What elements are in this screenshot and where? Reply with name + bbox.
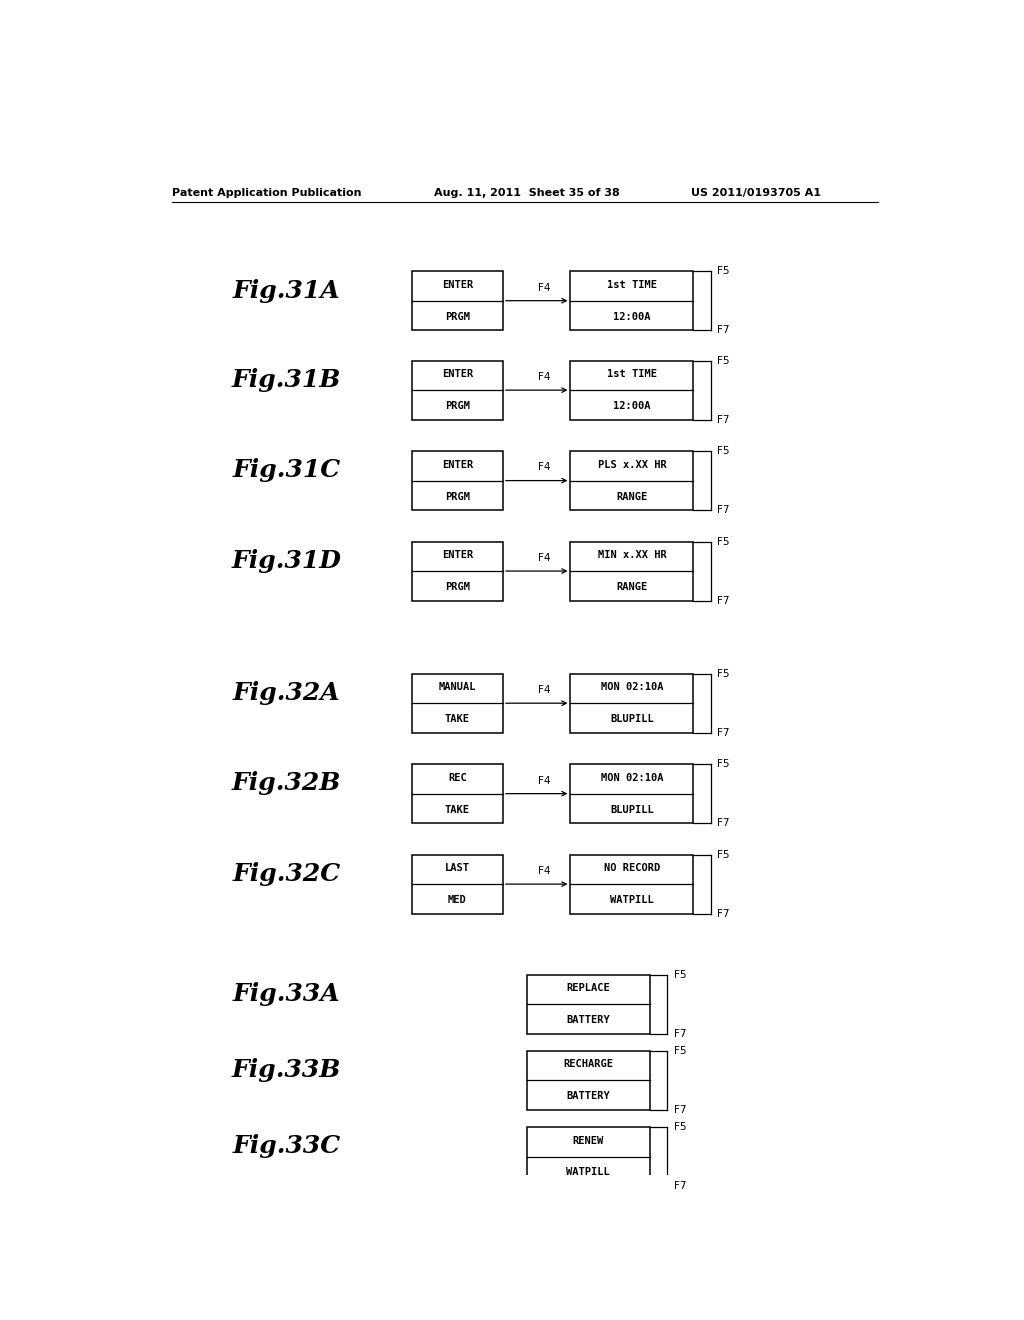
Text: PRGM: PRGM <box>444 582 470 591</box>
Text: 12:00A: 12:00A <box>613 401 650 411</box>
Text: RANGE: RANGE <box>616 582 647 591</box>
Text: F4: F4 <box>539 553 551 562</box>
Text: MIN x.XX HR: MIN x.XX HR <box>598 550 667 560</box>
Text: F5: F5 <box>717 669 730 678</box>
Text: F7: F7 <box>674 1028 686 1039</box>
Bar <box>526 1127 650 1185</box>
Text: F7: F7 <box>717 325 730 335</box>
Text: PLS x.XX HR: PLS x.XX HR <box>598 459 667 470</box>
Text: F5: F5 <box>674 1045 686 1056</box>
Text: F7: F7 <box>717 727 730 738</box>
Bar <box>412 271 503 330</box>
Text: ENTER: ENTER <box>441 370 473 379</box>
Text: F4: F4 <box>539 685 551 696</box>
Text: F7: F7 <box>717 414 730 425</box>
Text: 1st TIME: 1st TIME <box>607 280 657 290</box>
Bar <box>412 360 503 420</box>
Bar <box>412 673 503 733</box>
Text: F5: F5 <box>674 970 686 979</box>
Text: F4: F4 <box>539 372 551 381</box>
Text: F7: F7 <box>717 908 730 919</box>
Text: F5: F5 <box>717 355 730 366</box>
Text: NO RECORD: NO RECORD <box>604 863 660 874</box>
Bar <box>412 854 503 913</box>
Bar <box>570 541 693 601</box>
Bar <box>570 271 693 330</box>
Text: MANUAL: MANUAL <box>438 682 476 692</box>
Text: REPLACE: REPLACE <box>566 983 610 993</box>
Text: MED: MED <box>447 895 467 906</box>
Text: Fig.31D: Fig.31D <box>231 549 342 573</box>
Text: F5: F5 <box>717 267 730 276</box>
Bar <box>412 764 503 824</box>
Text: F4: F4 <box>539 462 551 473</box>
Text: WATPILL: WATPILL <box>610 895 653 906</box>
Bar <box>526 1051 650 1110</box>
Text: RANGE: RANGE <box>616 491 647 502</box>
Text: F4: F4 <box>539 282 551 293</box>
Text: F5: F5 <box>717 759 730 770</box>
Text: F7: F7 <box>674 1105 686 1115</box>
Text: F7: F7 <box>717 506 730 515</box>
Text: RENEW: RENEW <box>572 1135 604 1146</box>
Text: MON 02:10A: MON 02:10A <box>601 682 664 692</box>
Bar <box>570 764 693 824</box>
Text: F5: F5 <box>717 537 730 546</box>
Text: 1st TIME: 1st TIME <box>607 370 657 379</box>
Text: Fig.31C: Fig.31C <box>232 458 341 482</box>
Text: 12:00A: 12:00A <box>613 312 650 322</box>
Text: Fig.33B: Fig.33B <box>232 1059 341 1082</box>
Text: Fig.33C: Fig.33C <box>232 1134 341 1159</box>
Bar <box>570 854 693 913</box>
Text: Aug. 11, 2011  Sheet 35 of 38: Aug. 11, 2011 Sheet 35 of 38 <box>433 187 620 198</box>
Text: LAST: LAST <box>444 863 470 874</box>
Text: BATTERY: BATTERY <box>566 1015 610 1024</box>
Text: BATTERY: BATTERY <box>566 1092 610 1101</box>
Bar <box>570 451 693 510</box>
Text: ENTER: ENTER <box>441 459 473 470</box>
Bar <box>570 673 693 733</box>
Text: TAKE: TAKE <box>444 805 470 814</box>
Text: WATPILL: WATPILL <box>566 1167 610 1177</box>
Text: PRGM: PRGM <box>444 491 470 502</box>
Bar <box>412 541 503 601</box>
Text: TAKE: TAKE <box>444 714 470 725</box>
Text: PRGM: PRGM <box>444 312 470 322</box>
Text: RECHARGE: RECHARGE <box>563 1060 613 1069</box>
Text: BLUPILL: BLUPILL <box>610 805 653 814</box>
Bar <box>412 451 503 510</box>
Text: Fig.31A: Fig.31A <box>232 279 341 302</box>
Text: F5: F5 <box>717 446 730 457</box>
Text: F7: F7 <box>674 1181 686 1191</box>
Text: US 2011/0193705 A1: US 2011/0193705 A1 <box>691 187 821 198</box>
Text: ENTER: ENTER <box>441 550 473 560</box>
Text: Fig.32A: Fig.32A <box>232 681 341 705</box>
Text: Fig.32C: Fig.32C <box>232 862 341 886</box>
Text: F7: F7 <box>717 818 730 828</box>
Text: F4: F4 <box>539 776 551 785</box>
Text: ENTER: ENTER <box>441 280 473 290</box>
Text: Fig.32B: Fig.32B <box>232 771 341 796</box>
Text: F5: F5 <box>674 1122 686 1133</box>
Text: F4: F4 <box>539 866 551 876</box>
Text: MON 02:10A: MON 02:10A <box>601 772 664 783</box>
Text: Fig.31B: Fig.31B <box>232 368 341 392</box>
Text: Fig.33A: Fig.33A <box>232 982 341 1006</box>
Text: PRGM: PRGM <box>444 401 470 411</box>
Text: F7: F7 <box>717 595 730 606</box>
Text: Patent Application Publication: Patent Application Publication <box>172 187 361 198</box>
Text: F5: F5 <box>717 850 730 859</box>
Bar <box>526 974 650 1034</box>
Bar <box>570 360 693 420</box>
Text: BLUPILL: BLUPILL <box>610 714 653 725</box>
Text: REC: REC <box>447 772 467 783</box>
